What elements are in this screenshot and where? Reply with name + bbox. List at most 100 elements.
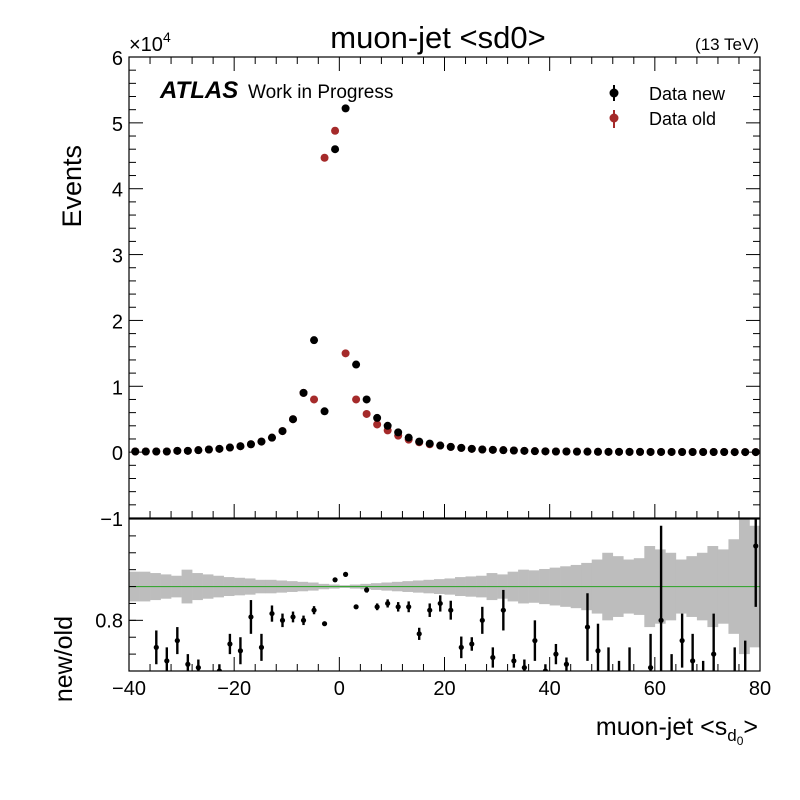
- ratio-point: [532, 638, 538, 644]
- ratio-point: [584, 624, 591, 630]
- data-new-point: [667, 447, 676, 456]
- main-data-markers: [131, 104, 760, 457]
- data-new-point: [593, 447, 602, 456]
- ratio-point: [743, 672, 748, 677]
- ratio-point: [701, 692, 706, 697]
- data-new-point: [236, 442, 245, 451]
- ratio-point: [606, 679, 611, 684]
- main-y-tick-label: −1: [100, 509, 123, 531]
- x-tick-label: 0: [334, 678, 345, 700]
- x-tick-label: −40: [112, 678, 146, 700]
- ratio-point: [469, 641, 475, 647]
- ratio-point: [206, 675, 211, 680]
- ratio-point: [647, 665, 654, 671]
- x-tick-label: 20: [433, 678, 455, 700]
- ratio-point: [658, 617, 664, 623]
- ratio-panel: −40 −20 0 20 40 60 800.8 new/old muon-jet <sd0…: [50, 518, 771, 748]
- data-new-point: [299, 388, 308, 397]
- ratio-point: [395, 604, 401, 610]
- ratio-point: [311, 607, 317, 613]
- data-new-point: [225, 443, 234, 452]
- data-new-point: [278, 427, 287, 436]
- data-new-point: [646, 447, 655, 456]
- data-new-point: [183, 446, 192, 455]
- data-new-point: [362, 395, 371, 404]
- data-new-point: [509, 446, 518, 455]
- ratio-point: [300, 617, 307, 623]
- ratio-point: [521, 665, 527, 671]
- data-new-point: [320, 407, 329, 416]
- ratio-point: [216, 668, 222, 671]
- data-new-point: [173, 446, 182, 455]
- main-y-ticks: −1 0 1 2 3 4 5 6: [100, 48, 760, 531]
- main-y-tick-label: 1: [112, 377, 123, 399]
- ratio-point: [385, 600, 391, 607]
- y-multiplier-exp: 4: [163, 29, 171, 45]
- ratio-point: [133, 706, 138, 711]
- y-multiplier: ×104: [129, 29, 171, 56]
- data-old-point: [320, 153, 329, 162]
- data-new-point: [267, 433, 276, 442]
- atlas-sublabel: Work in Progress: [248, 82, 393, 103]
- ratio-point: [616, 692, 621, 697]
- main-y-tick-label: 6: [112, 48, 123, 70]
- data-new-point: [289, 415, 298, 424]
- y-multiplier-base: ×10: [129, 34, 163, 56]
- legend-label-data-old: Data old: [649, 109, 716, 129]
- data-new-point: [141, 447, 150, 456]
- chart-title: muon-jet <sd0>: [330, 20, 545, 55]
- ratio-point: [458, 644, 464, 650]
- data-new-point: [257, 437, 266, 446]
- data-new-point: [373, 413, 382, 422]
- data-new-point: [520, 446, 529, 455]
- data-new-point: [425, 439, 434, 448]
- data-new-point: [467, 444, 476, 453]
- x-axis-label-end: >: [743, 713, 758, 741]
- ratio-point: [753, 543, 759, 549]
- data-new-point: [446, 442, 455, 451]
- ratio-point: [542, 668, 549, 671]
- legend-marker-data-old: [609, 113, 619, 123]
- data-new-point: [204, 445, 213, 454]
- ratio-point: [374, 604, 380, 610]
- ratio-point: [690, 658, 696, 664]
- ratio-point: [321, 621, 328, 627]
- data-new-point: [131, 447, 140, 456]
- main-y-tick-label: 5: [112, 114, 123, 136]
- ratio-point: [153, 644, 159, 650]
- energy-label: (13 TeV): [695, 35, 759, 54]
- data-old-point: [310, 395, 319, 404]
- data-new-point: [499, 446, 508, 455]
- ratio-point: [627, 685, 632, 690]
- ratio-point: [290, 614, 296, 620]
- data-new-point: [551, 447, 560, 456]
- ratio-point: [563, 661, 570, 667]
- ratio-point: [437, 600, 443, 607]
- data-new-point: [194, 446, 203, 455]
- data-new-point: [162, 447, 171, 456]
- x-tick-label: −20: [217, 678, 251, 700]
- data-new-point: [730, 448, 739, 457]
- data-new-point: [636, 447, 645, 456]
- data-new-point: [152, 447, 161, 456]
- data-old-point: [373, 420, 382, 429]
- ratio-point: [448, 607, 454, 613]
- ratio-point: [227, 641, 233, 647]
- legend: Data new Data old: [609, 84, 726, 129]
- ratio-point: [479, 617, 485, 623]
- ratio-point: [490, 654, 496, 661]
- main-y-label: Events: [57, 145, 87, 228]
- ratio-point: [406, 604, 412, 610]
- legend-label-data-new: Data new: [649, 84, 726, 104]
- data-new-point: [657, 447, 666, 456]
- ratio-point: [553, 651, 559, 657]
- data-new-point: [625, 447, 634, 456]
- ratio-point: [595, 648, 601, 654]
- ratio-point: [669, 685, 674, 690]
- ratio-point: [353, 604, 359, 610]
- data-new-point: [215, 444, 224, 453]
- ratio-point: [164, 658, 170, 664]
- ratio-point: [279, 617, 286, 623]
- data-new-point: [699, 448, 708, 457]
